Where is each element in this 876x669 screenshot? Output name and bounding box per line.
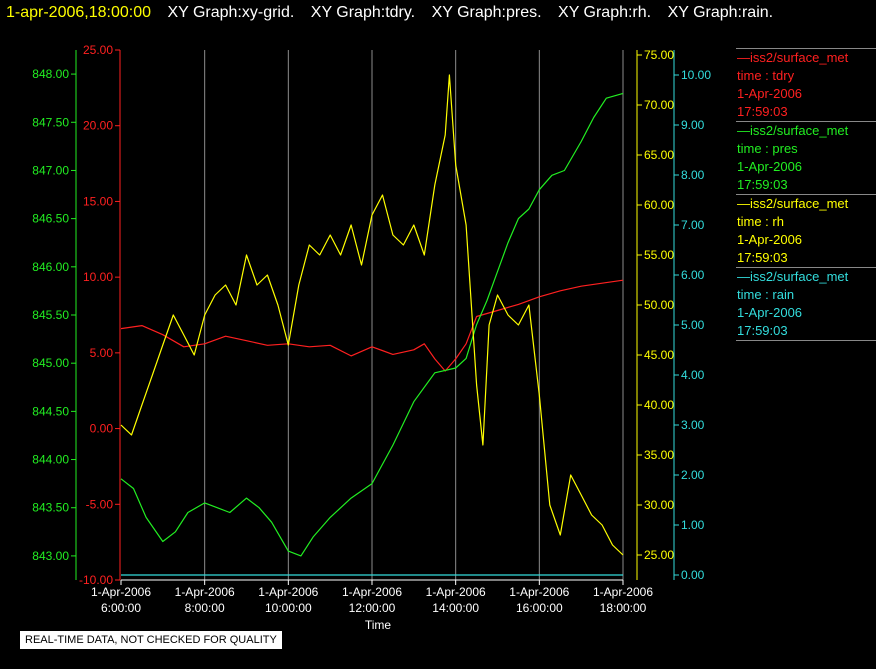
legend-entry-rh[interactable]: —iss2/surface_met time : rh 1-Apr-2006 1… [736,194,876,267]
rain-tick-label: 6.00 [681,268,705,282]
graph-title-rh: XY Graph:rh. [558,4,652,21]
timestamp: 1-apr-2006,18:00:00 [6,4,151,21]
rain-tick-label: 9.00 [681,118,705,132]
rh-tick-label: 25.00 [644,548,674,562]
legend-var: time : rh [737,214,784,229]
axes: 1-Apr-2006 6:00:00 1-Apr-2006 8:00:00 1-Apr-… [32,43,711,615]
legend-time: 17:59:03 [737,323,788,338]
pres-tick-label: 845.00 [32,356,69,370]
quality-notice: REAL-TIME DATA, NOT CHECKED FOR QUALITY [20,631,282,649]
pres-tick-label: 843.50 [32,501,69,515]
rain-tick-label: 1.00 [681,518,705,532]
rain-tick-label: 4.00 [681,368,705,382]
rain-tick-label: 5.00 [681,318,705,332]
rh-tick-label: 75.00 [644,48,674,62]
series-line-rh [120,74,624,556]
tdry-tick-label: 20.00 [83,119,113,133]
rh-tick-label: 60.00 [644,198,674,212]
legend-name: —iss2/surface_met [737,123,849,138]
x-tick-date: 1-Apr-2006 [342,585,402,599]
legend-date: 1-Apr-2006 [737,86,803,101]
pres-tick-label: 845.50 [32,308,69,322]
x-axis-label: Time [365,618,392,632]
legend-time: 17:59:03 [737,177,788,192]
rh-tick-label: 55.00 [644,248,674,262]
rain-tick-label: 10.00 [681,68,711,82]
pres-tick-label: 847.00 [32,163,69,177]
legend-name: —iss2/surface_met [737,269,849,284]
x-tick-time: 18:00:00 [600,601,647,615]
legend-var: time : tdry [737,68,795,83]
x-tick-time: 10:00:00 [265,601,312,615]
x-tick-time: 8:00:00 [185,601,225,615]
legend-var: time : pres [737,141,798,156]
legend-date: 1-Apr-2006 [737,305,803,320]
series-line-tdry [120,279,624,372]
series-line-pres [120,92,624,557]
rh-tick-label: 50.00 [644,298,674,312]
legend-name: —iss2/surface_met [737,196,849,211]
graph-title-rain: XY Graph:rain. [667,4,774,21]
tdry-tick-label: 0.00 [90,422,114,436]
rain-tick-label: 8.00 [681,168,705,182]
x-tick-date: 1-Apr-2006 [91,585,151,599]
legend: —iss2/surface_met time : tdry 1-Apr-2006… [736,48,876,341]
graph-title-tdry: XY Graph:tdry. [310,4,416,21]
tdry-tick-label: 15.00 [83,194,113,208]
series-lines [120,74,624,576]
pres-tick-label: 846.50 [32,212,69,226]
graph-title-grid: XY Graph:xy-grid. [167,4,295,21]
rh-tick-label: 30.00 [644,498,674,512]
x-tick-time: 12:00:00 [349,601,396,615]
legend-date: 1-Apr-2006 [737,232,803,247]
x-tick-time: 14:00:00 [432,601,479,615]
x-tick-date: 1-Apr-2006 [426,585,486,599]
tdry-tick-label: 5.00 [90,346,114,360]
rh-tick-label: 40.00 [644,398,674,412]
legend-entry-rain[interactable]: —iss2/surface_met time : rain 1-Apr-2006… [736,267,876,341]
tdry-tick-label: -5.00 [86,497,114,511]
rain-tick-label: 2.00 [681,468,705,482]
pres-tick-label: 843.00 [32,549,69,563]
legend-var: time : rain [737,287,795,302]
legend-date: 1-Apr-2006 [737,159,803,174]
title-bar: 1-apr-2006,18:00:00 XY Graph:xy-grid. XY… [6,4,773,22]
legend-entry-pres[interactable]: —iss2/surface_met time : pres 1-Apr-2006… [736,121,876,194]
x-tick-date: 1-Apr-2006 [175,585,235,599]
x-tick-time: 6:00:00 [101,601,141,615]
tdry-tick-label: 25.00 [83,43,113,57]
rain-tick-label: 3.00 [681,418,705,432]
legend-time: 17:59:03 [737,104,788,119]
x-tick-time: 16:00:00 [516,601,563,615]
rh-tick-label: 65.00 [644,148,674,162]
pres-tick-label: 848.00 [32,67,69,81]
tdry-tick-label: 10.00 [83,270,113,284]
rh-tick-label: 35.00 [644,448,674,462]
rh-tick-label: 45.00 [644,348,674,362]
pres-tick-label: 844.50 [32,404,69,418]
x-tick-date: 1-Apr-2006 [509,585,569,599]
tdry-tick-label: -10.00 [79,573,113,587]
rh-tick-label: 70.00 [644,98,674,112]
pres-tick-label: 844.00 [32,453,69,467]
graph-title-pres: XY Graph:pres. [431,4,542,21]
legend-entry-tdry[interactable]: —iss2/surface_met time : tdry 1-Apr-2006… [736,48,876,121]
rain-tick-label: 0.00 [681,568,705,582]
x-tick-date: 1-Apr-2006 [593,585,653,599]
legend-name: —iss2/surface_met [737,50,849,65]
grid-lines [204,50,624,580]
rain-tick-label: 7.00 [681,218,705,232]
legend-time: 17:59:03 [737,250,788,265]
x-tick-date: 1-Apr-2006 [258,585,318,599]
pres-tick-label: 847.50 [32,115,69,129]
pres-tick-label: 846.00 [32,260,69,274]
